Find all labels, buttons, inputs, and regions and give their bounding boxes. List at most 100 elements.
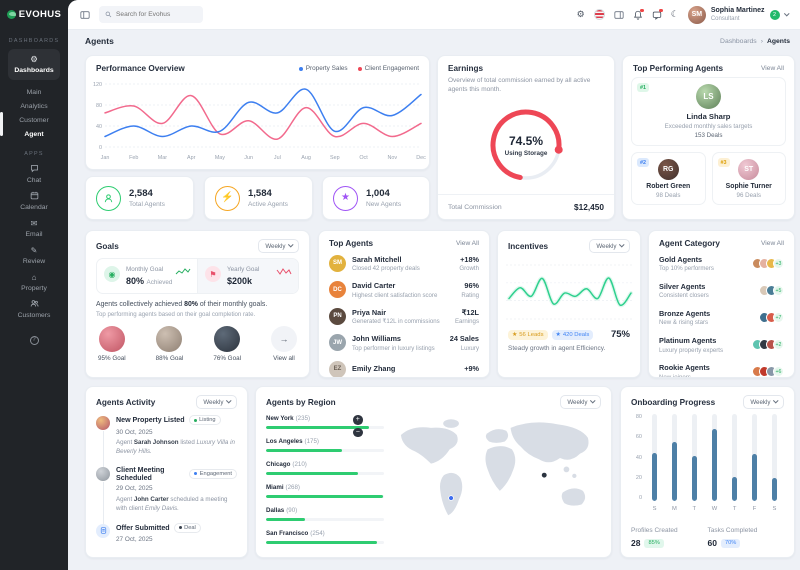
- top-agents-view-all[interactable]: View All: [456, 240, 479, 247]
- goal-achiever[interactable]: 76% Goal: [213, 325, 241, 362]
- sidebar-section-apps: APPS: [24, 151, 44, 158]
- agent-deals: 96 Deals: [736, 192, 761, 199]
- user-badge: 2: [769, 9, 780, 20]
- breadcrumb: Dashboards › Agents: [720, 38, 790, 45]
- layout-panel-icon[interactable]: [614, 10, 624, 20]
- sidebar-item-email[interactable]: ✉ Email: [0, 218, 68, 238]
- sidebar-item-review[interactable]: ✎ Review: [0, 245, 68, 265]
- y-tick: 40: [635, 454, 642, 461]
- notifications-bell-icon[interactable]: [633, 8, 644, 20]
- sidebar-item-dashboards[interactable]: ⚙ Dashboards: [8, 49, 60, 80]
- search-input[interactable]: [116, 11, 197, 18]
- activity-period-dropdown[interactable]: Weekly: [196, 395, 237, 409]
- svg-text:Apr: Apr: [187, 155, 196, 161]
- user-menu[interactable]: SM Sophia Martinez Consultant 2: [687, 5, 789, 24]
- performance-title: Performance Overview: [96, 64, 185, 73]
- svg-text:Nov: Nov: [387, 155, 397, 161]
- bar-fill: [711, 429, 717, 501]
- incentives-footer: Steady growth in agent Efficiency.: [508, 345, 606, 352]
- new-agents-value: 1,004: [366, 188, 390, 200]
- goals-period-dropdown[interactable]: Weekly: [258, 239, 299, 253]
- featured-agent-card[interactable]: #1 LS Linda Sharp Exceeded monthly sales…: [631, 77, 786, 146]
- svg-text:Aug: Aug: [301, 155, 311, 161]
- sidebar-item-property[interactable]: ⌂ Property: [0, 272, 68, 292]
- x-tick: F: [752, 506, 757, 512]
- chevron-down-icon: [783, 10, 789, 16]
- chevron-down-icon: [618, 242, 624, 248]
- incentives-percent: 75%: [610, 329, 630, 340]
- legend-client-engagement[interactable]: Client Engagement: [357, 65, 419, 72]
- user-icon: [104, 193, 113, 202]
- avatar: JW: [329, 334, 346, 352]
- regions-period-dropdown[interactable]: Weekly: [560, 395, 601, 409]
- avatar: LS: [696, 84, 721, 109]
- x-tick: T: [732, 506, 737, 512]
- y-tick: 20: [635, 474, 642, 481]
- agents-activity-card: Agents Activity Weekly New Property List…: [85, 386, 248, 558]
- page-title: Agents: [85, 36, 114, 46]
- world-map[interactable]: [388, 395, 603, 551]
- help-icon: ?: [29, 335, 39, 345]
- agent-card[interactable]: #3 ST Sophie Turner 96 Deals: [711, 152, 786, 205]
- badge-dot: [178, 526, 182, 530]
- messages-icon[interactable]: [652, 8, 663, 20]
- incentives-period-dropdown[interactable]: Weekly: [589, 239, 630, 253]
- search-bar[interactable]: [99, 6, 203, 23]
- sidebar-item-analytics[interactable]: Analytics: [20, 103, 48, 111]
- breadcrumb-root[interactable]: Dashboards: [720, 37, 757, 45]
- map-marker-blue[interactable]: [448, 495, 454, 501]
- svg-text:Sep: Sep: [330, 155, 340, 161]
- sidebar-item-agent[interactable]: Agent: [24, 130, 44, 138]
- category-row: Gold Agents Top 10% performers +3: [649, 250, 794, 277]
- legend-property-sales[interactable]: Property Sales: [298, 65, 348, 72]
- goal-achiever[interactable]: 95% Goal: [98, 325, 126, 362]
- zoom-in-button[interactable]: +: [353, 415, 363, 425]
- gauge-value: 74.5%: [508, 133, 544, 148]
- agent-category-view-all[interactable]: View All: [761, 240, 784, 247]
- language-flag-icon[interactable]: [593, 9, 605, 20]
- legend-dot-red: [357, 66, 362, 71]
- activity-badge: Engagement: [189, 468, 237, 479]
- zoom-out-button[interactable]: −: [353, 427, 363, 437]
- rank-badge: #2: [637, 158, 649, 167]
- activity-description: Agent John Carter scheduled a meeting wi…: [116, 495, 228, 512]
- sidebar-scrollbar[interactable]: [0, 112, 3, 136]
- active-agents-label: Active Agents: [248, 200, 288, 208]
- onboarding-title: Onboarding Progress: [631, 397, 716, 407]
- email-icon: ✉: [30, 219, 38, 229]
- sidebar-item-calendar[interactable]: Calendar: [0, 191, 68, 211]
- incentives-title: Incentives: [508, 241, 549, 251]
- agent-category-title: Agent Category: [659, 239, 720, 248]
- region-bar: [266, 448, 384, 452]
- onboarding-period-dropdown[interactable]: Weekly: [743, 395, 784, 409]
- avatar: [96, 416, 110, 430]
- bar-track: [732, 414, 738, 501]
- svg-text:Jan: Jan: [101, 155, 110, 161]
- avatar: ST: [738, 159, 760, 180]
- sidebar-item-main[interactable]: Main: [26, 89, 42, 97]
- goals-view-all[interactable]: → View all: [270, 325, 297, 362]
- activity-item: Offer Submitted Deal 27 Oct, 2025: [96, 522, 237, 553]
- dark-mode-moon-icon[interactable]: ☾: [670, 9, 679, 19]
- top-agent-row: PN Priya Nair Generated ₹12L in commissio…: [319, 303, 489, 330]
- goal-achiever[interactable]: 88% Goal: [156, 325, 183, 362]
- agent-card[interactable]: #2 RG Robert Green 98 Deals: [631, 152, 706, 205]
- avatar: PN: [329, 307, 346, 325]
- sidebar-item-customers[interactable]: Customers: [0, 299, 68, 319]
- bar-column: T: [691, 414, 697, 514]
- brand-logo[interactable]: EVOHUS: [0, 0, 68, 28]
- total-agents-label: Total Agents: [129, 200, 165, 208]
- sidebar-item-chat[interactable]: Chat: [0, 164, 68, 184]
- goals-summary: Agents collectively achieved 80% of thei…: [96, 300, 268, 308]
- bar-track: [652, 414, 657, 501]
- property-home-icon: ⌂: [31, 273, 37, 283]
- sidebar: EVOHUS DASHBOARDS ⚙ Dashboards Main Anal…: [0, 0, 68, 570]
- settings-gear-icon[interactable]: ⚙: [576, 9, 585, 19]
- sidebar-help[interactable]: ?: [0, 328, 68, 346]
- sidebar-item-customer[interactable]: Customer: [19, 116, 49, 124]
- sidebar-toggle-icon[interactable]: [80, 10, 90, 20]
- top-performing-view-all[interactable]: View All: [761, 65, 784, 72]
- map-marker-dark[interactable]: [541, 472, 547, 478]
- region-bar: [266, 494, 384, 498]
